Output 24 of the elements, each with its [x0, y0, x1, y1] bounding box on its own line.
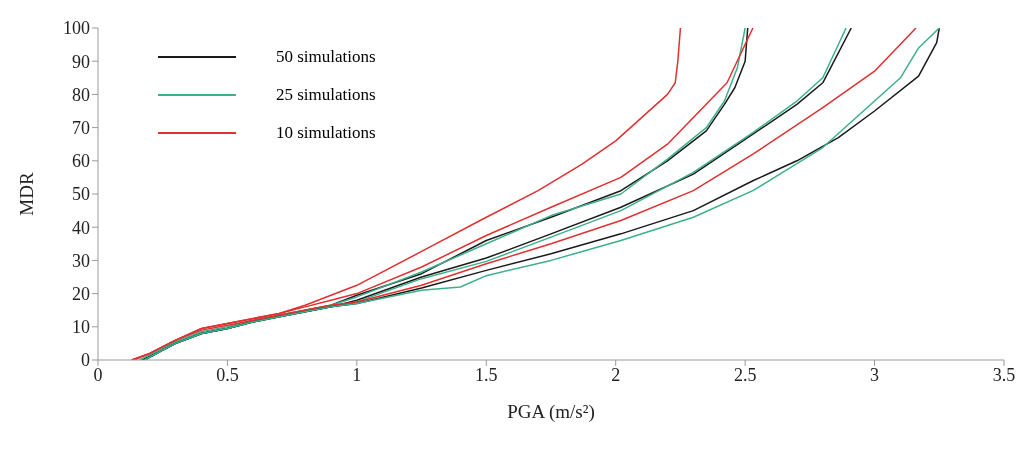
y-tick-label: 0 — [81, 350, 90, 371]
x-tick-label: 1.5 — [475, 364, 498, 385]
y-axis-title: MDR — [15, 172, 37, 216]
y-tick-label: 10 — [72, 317, 90, 338]
x-tick-label: 0.5 — [216, 364, 239, 385]
x-tick-label: 1 — [352, 364, 362, 385]
y-tick-label: 40 — [72, 217, 90, 238]
y-tick-label: 100 — [63, 18, 90, 39]
x-axis-title: PGA (m/s²) — [507, 401, 595, 423]
legend-label: 10 simulations — [276, 123, 376, 143]
y-tick-label: 70 — [72, 117, 90, 138]
y-tick-label: 60 — [72, 151, 90, 172]
x-tick-label: 0 — [93, 364, 103, 385]
y-tick-label: 50 — [72, 184, 90, 205]
x-tick-label: 3.5 — [992, 364, 1016, 385]
legend-label: 50 simulations — [276, 47, 376, 67]
x-tick-label: 3 — [870, 364, 880, 385]
x-tick-label: 2.5 — [733, 364, 757, 385]
y-tick-label: 80 — [72, 84, 90, 105]
x-tick-label: 2 — [611, 364, 621, 385]
y-tick-label: 90 — [72, 51, 90, 72]
y-tick-label: 30 — [72, 250, 90, 271]
y-tick-label: 20 — [72, 283, 90, 304]
legend-label: 25 simulations — [276, 85, 376, 105]
